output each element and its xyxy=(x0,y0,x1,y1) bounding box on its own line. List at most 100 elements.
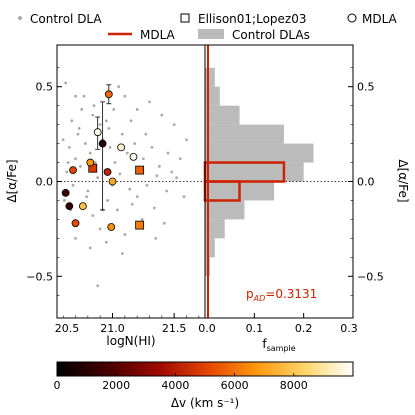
control-dla-point xyxy=(154,236,158,240)
control-dlas-bar xyxy=(205,238,215,258)
legend-mdla-label: MDLA xyxy=(362,12,398,26)
control-dla-point xyxy=(157,164,161,168)
control-dla-point xyxy=(98,123,102,127)
mdla-point xyxy=(129,152,138,161)
mdla-point xyxy=(93,128,102,137)
y-tick-label: 0.0 xyxy=(36,176,54,189)
control-dla-point xyxy=(66,161,70,164)
scatter-x-ticks: 20.5 21.0 21.5 xyxy=(55,313,200,335)
colorbar-tick-label: 6000 xyxy=(221,379,249,392)
x-tick-label: 0.3 xyxy=(340,322,358,335)
control-dla-point xyxy=(79,164,82,168)
mdla-point xyxy=(107,223,116,231)
legend-mdla-marker xyxy=(347,13,357,23)
scatter-legend: Control DLA Ellison01;Lopez03 MDLA xyxy=(18,12,398,26)
hist-x-axis-label-sub: sample xyxy=(267,344,296,353)
control-dla-point xyxy=(107,127,111,130)
control-dla-point xyxy=(113,161,117,164)
control-dla-point xyxy=(108,145,112,149)
mdla-point xyxy=(104,90,113,99)
mdla-points xyxy=(61,90,138,231)
control-dla-point xyxy=(112,108,116,111)
colorbar: 0 2000 4000 6000 8000 Δv (km s⁻¹) xyxy=(54,361,354,410)
control-dla-point xyxy=(150,145,154,149)
hist-x-axis-label-main: f xyxy=(262,337,267,351)
control-dla-point xyxy=(116,208,119,212)
mdla-point xyxy=(98,139,107,148)
control-dla-point xyxy=(118,172,122,176)
control-dla-point xyxy=(71,183,75,187)
control-dla-point xyxy=(166,151,170,155)
control-dla-point xyxy=(96,176,100,180)
legend-hist-control-label: Control DLAs xyxy=(232,28,310,42)
p-ad-subscript: AD xyxy=(253,294,266,303)
x-tick-label: 21.0 xyxy=(100,322,125,335)
control-dla-point xyxy=(82,94,86,98)
control-dla-point xyxy=(123,233,127,236)
mdla-point xyxy=(108,177,117,186)
legend-ellison-marker xyxy=(180,13,190,23)
control-dla-point xyxy=(129,119,133,123)
hist-x-axis-label: fsample xyxy=(262,337,295,353)
control-dla-point xyxy=(77,127,81,130)
hist-legend: MDLA Control DLAs xyxy=(108,28,310,42)
control-dla-point xyxy=(135,195,139,199)
control-dlas-histogram xyxy=(205,67,314,277)
control-dla-point xyxy=(185,138,188,142)
colorbar-label: Δv (km s⁻¹) xyxy=(171,396,239,410)
control-dla-point xyxy=(74,236,77,240)
scatter-x-axis-label: logN(HI) xyxy=(106,334,155,348)
legend-hist-mdla-label: MDLA xyxy=(140,28,176,42)
ellison-lopez-points xyxy=(88,163,145,230)
colorbar-ticks: 0 2000 4000 6000 8000 xyxy=(54,373,308,392)
control-dla-point xyxy=(88,246,92,250)
x-tick-label: 20.5 xyxy=(55,322,80,335)
mdla-point xyxy=(69,166,77,175)
x-tick-label: 0.1 xyxy=(246,322,264,335)
x-tick-label: 21.5 xyxy=(162,322,187,335)
p-ad-annotation: pAD=0.3131 xyxy=(246,287,317,303)
colorbar-tick-label: 2000 xyxy=(102,379,130,392)
scatter-panel: −0.5 0.0 0.5 20.5 21.0 21.5 logN(HI) Δ[α/Fe] xyxy=(5,44,206,348)
control-dla-point xyxy=(155,174,159,178)
hist-y-ticks: −0.5 0.0 0.5 xyxy=(348,67,384,296)
control-dla-point xyxy=(61,138,65,142)
control-dla-point xyxy=(170,170,174,174)
control-dla-point xyxy=(88,151,92,155)
control-dla-point xyxy=(67,145,71,149)
legend-control-dla-label: Control DLA xyxy=(30,12,102,26)
x-tick-label: 0.2 xyxy=(295,322,313,335)
control-dla-point xyxy=(133,142,137,145)
control-dla-point xyxy=(148,100,151,104)
control-dla-point xyxy=(91,113,95,117)
y-tick-label: 0.5 xyxy=(357,81,375,94)
control-dla-point xyxy=(165,189,169,193)
control-dla-point xyxy=(141,157,145,161)
control-dla-point xyxy=(96,284,100,288)
control-dla-point xyxy=(125,151,129,155)
control-dla-point xyxy=(117,85,121,89)
control-dla-point xyxy=(182,195,186,199)
mdla-point xyxy=(117,143,126,152)
control-dla-point xyxy=(123,94,127,98)
mdla-point xyxy=(103,168,112,176)
hist-x-ticks: 0.0 0.1 0.2 0.3 xyxy=(198,313,358,335)
ellison-lopez-point xyxy=(135,220,145,230)
y-tick-label: −0.5 xyxy=(26,270,53,283)
control-dla-point xyxy=(80,108,84,111)
mdla-point xyxy=(79,202,87,211)
colorbar-tick-label: 0 xyxy=(54,379,61,392)
mdla-point xyxy=(86,158,95,167)
control-dlas-bar xyxy=(205,124,284,144)
control-dla-point xyxy=(104,240,108,244)
scatter-y-ticks: −0.5 0.0 0.5 xyxy=(26,67,62,296)
control-dla-point xyxy=(63,199,66,202)
p-ad-value: =0.3131 xyxy=(265,287,317,301)
control-dla-point xyxy=(172,123,176,127)
y-tick-label: −0.5 xyxy=(357,270,384,283)
colorbar-tick-label: 4000 xyxy=(161,379,189,392)
ellison-lopez-point xyxy=(135,165,145,175)
control-dla-point xyxy=(128,187,132,191)
control-dlas-bar xyxy=(205,219,225,239)
control-dla-point xyxy=(106,199,109,202)
